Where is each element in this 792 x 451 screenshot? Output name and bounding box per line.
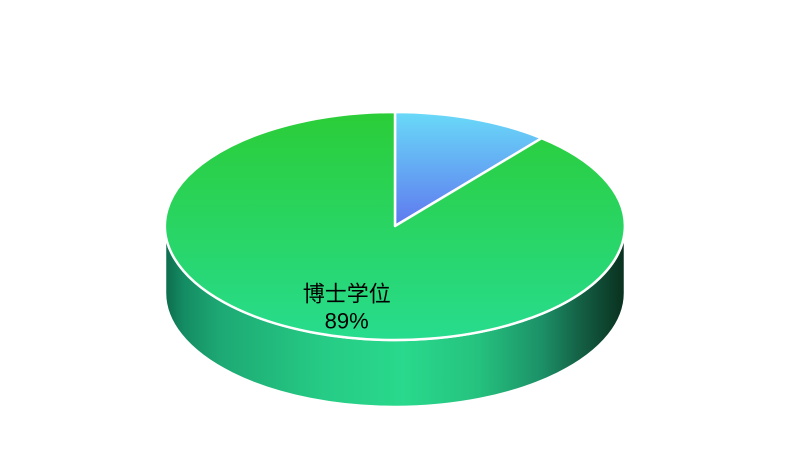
pie-slice-other xyxy=(393,110,543,228)
slice-data-label: 博士学位 89% xyxy=(303,282,391,334)
pie-slice-doctorate xyxy=(163,110,627,342)
